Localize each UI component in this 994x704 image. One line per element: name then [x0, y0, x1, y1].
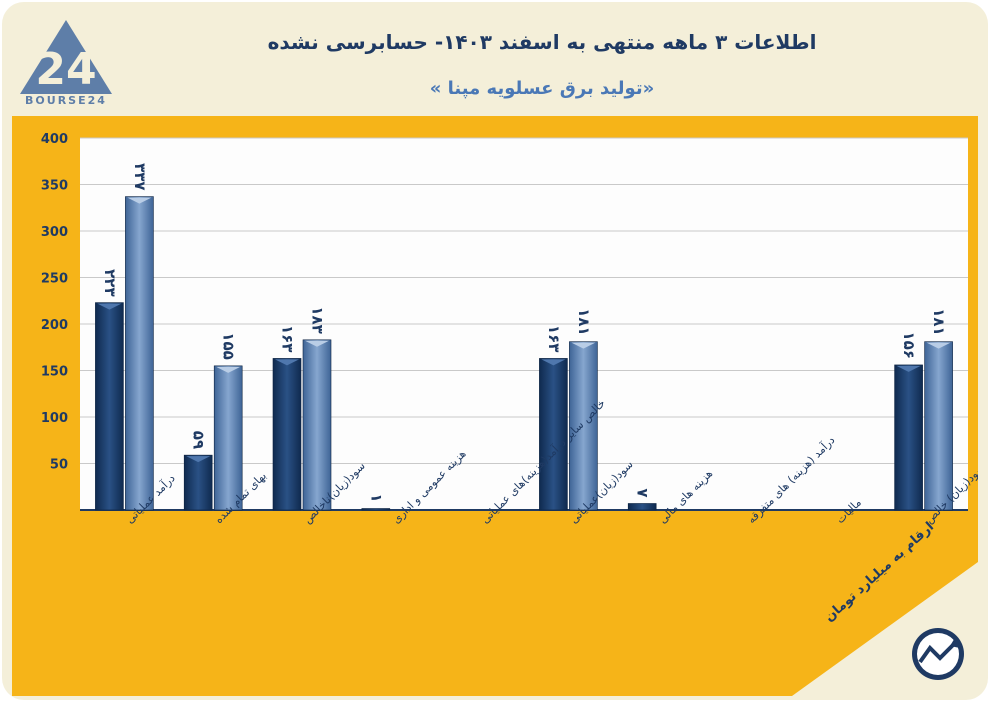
data-label: ۱۶۳ [279, 325, 297, 352]
bar-dark [272, 358, 302, 511]
bar-cap [275, 359, 299, 366]
bar-light [302, 339, 332, 511]
y-tick-label: 300 [41, 225, 68, 240]
bar-light [213, 365, 243, 511]
bar-cap [305, 340, 329, 347]
y-tick-label: 150 [41, 365, 68, 380]
bar-light [125, 196, 154, 511]
page-title: اطلاعات ۳ ماهه منتهی به اسفند ۱۴۰۳- حساب… [267, 30, 817, 54]
page-subtitle: «تولید برق عسلویه مپنا » [429, 78, 655, 99]
bar-dark [95, 302, 124, 511]
bar-cap [571, 342, 596, 349]
y-tick-label: 200 [41, 318, 68, 333]
chart-trend-icon [912, 628, 964, 680]
y-tick-label: 250 [41, 272, 68, 287]
logo-text: BOURSE24 [25, 94, 107, 107]
data-label: ۱۵۵ [220, 332, 238, 359]
y-tick-label: 50 [50, 458, 68, 473]
data-label: ۵۹ [190, 431, 208, 449]
data-label: ۱۸۳ [309, 306, 327, 333]
bar-light [924, 341, 953, 511]
bar-cap [186, 456, 211, 463]
bar-cap [97, 303, 122, 310]
y-tick-label: 350 [41, 179, 68, 194]
data-label: ۱۶۳ [545, 325, 563, 352]
bar-cap [896, 365, 921, 372]
y-tick-label: 400 [41, 132, 68, 147]
bourse24-logo: 24 [18, 18, 114, 110]
bar-cap [541, 359, 566, 366]
data-label: ۱۸۱ [575, 308, 593, 335]
data-label: ۲۲۳ [101, 269, 119, 296]
data-label: ۱۵۶ [900, 331, 918, 358]
bar-cap [127, 197, 152, 204]
bar-dark [627, 503, 657, 511]
bar-dark [361, 508, 391, 511]
y-tick-label: 100 [41, 411, 68, 426]
bar-light [569, 341, 598, 511]
data-label: ۷ [634, 488, 652, 497]
bar-cap [926, 342, 951, 349]
data-label: ۳۳۷ [131, 163, 149, 190]
logo-numeral: 24 [35, 44, 96, 95]
chart-panel: ۲۲۳ ۳۳۷ ۵۹ ۱۵۵ ۱۶۳ ۱۸۳ ۱ ۱۶۳ ۱۸۱ ۷ ۱۵۶ ۱۸۱ 400 350 30… [12, 116, 978, 696]
data-label: ۱۸۱ [930, 308, 948, 335]
bar-dark [539, 358, 568, 511]
data-label: ۱ [367, 493, 385, 502]
bar-dark [894, 364, 923, 511]
bar-cap [216, 366, 241, 373]
bar-dark [183, 454, 213, 511]
bar-chart: ۲۲۳ ۳۳۷ ۵۹ ۱۵۵ ۱۶۳ ۱۸۳ ۱ ۱۶۳ ۱۸۱ ۷ ۱۵۶ ۱۸۱ 400 350 30… [41, 132, 978, 696]
